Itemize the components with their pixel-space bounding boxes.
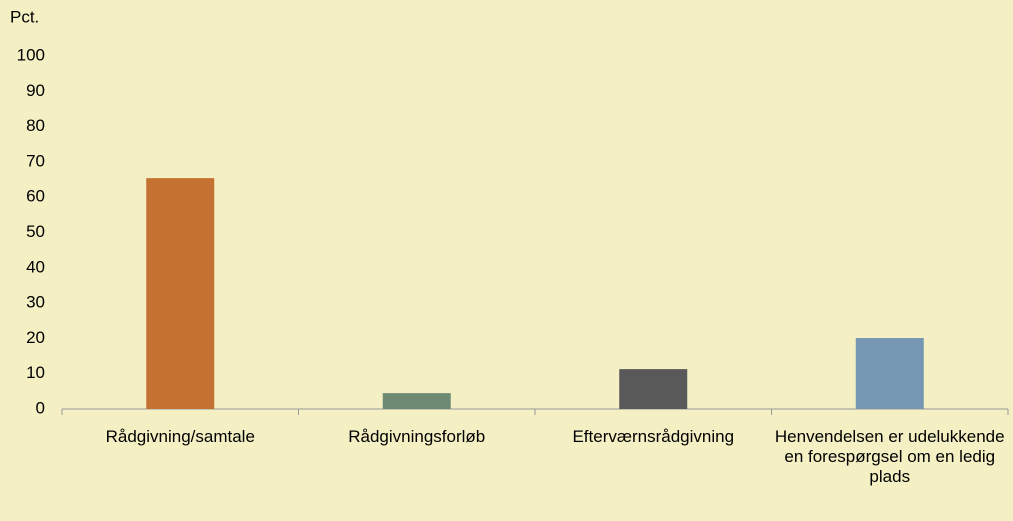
- y-tick-label: 60: [26, 187, 45, 206]
- y-tick-label: 70: [26, 151, 45, 170]
- x-tick-label: Rådgivningsforløb: [348, 427, 486, 446]
- y-tick-label: 20: [26, 328, 45, 347]
- bar: [855, 338, 924, 409]
- y-tick-label: 0: [36, 398, 45, 417]
- x-tick-label: Henvendelsen er udelukkende en forespørg…: [774, 427, 1005, 486]
- bar: [619, 369, 688, 409]
- y-tick-label: 30: [26, 293, 45, 312]
- y-tick-label: 90: [26, 81, 45, 100]
- y-tick-label: 50: [26, 222, 45, 241]
- y-tick-label: 10: [26, 363, 45, 382]
- y-tick-label: 40: [26, 257, 45, 276]
- x-tick-label: Rådgivning/samtale: [105, 427, 255, 446]
- y-tick-label: 80: [26, 116, 45, 135]
- y-tick-label: 100: [17, 45, 45, 64]
- bar: [382, 393, 451, 409]
- x-tick-label: Efterværnsrådgivning: [572, 427, 735, 446]
- bar: [146, 178, 215, 409]
- y-axis-label: Pct.: [10, 7, 39, 26]
